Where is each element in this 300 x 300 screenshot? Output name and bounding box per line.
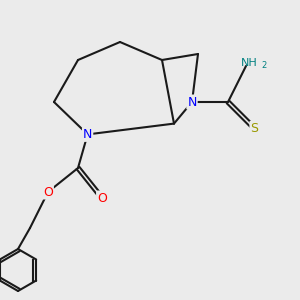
Text: N: N bbox=[187, 95, 197, 109]
Text: O: O bbox=[43, 185, 53, 199]
Text: N: N bbox=[83, 128, 92, 141]
Text: NH: NH bbox=[241, 58, 257, 68]
Text: O: O bbox=[97, 191, 107, 205]
Text: 2: 2 bbox=[261, 61, 266, 70]
Text: S: S bbox=[250, 122, 258, 135]
